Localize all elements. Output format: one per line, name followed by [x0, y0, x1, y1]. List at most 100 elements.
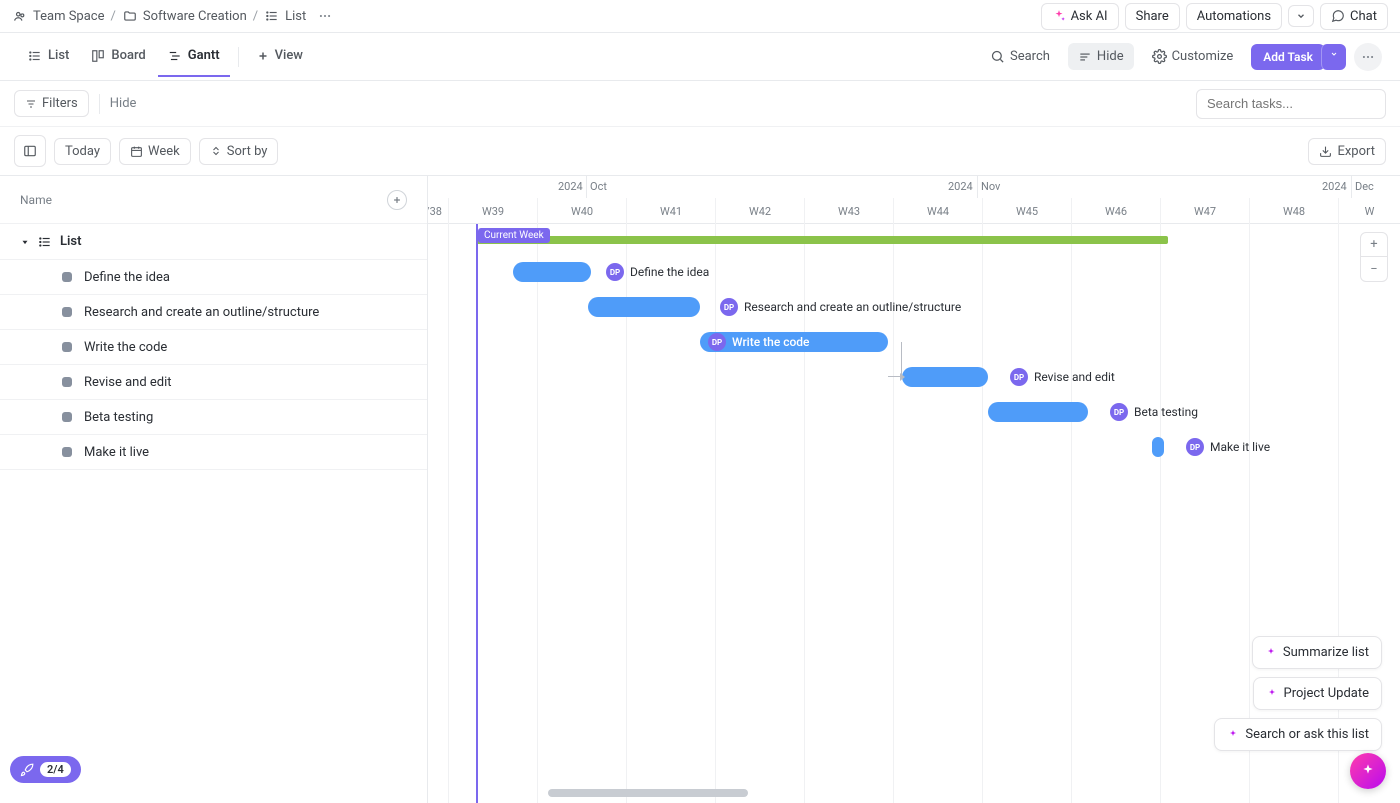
view-tab-list[interactable]: List — [18, 36, 79, 77]
plus-icon — [257, 50, 269, 62]
month-label: Dec — [1355, 180, 1374, 193]
status-dot — [62, 342, 72, 352]
export-button[interactable]: Export — [1308, 138, 1386, 165]
ai-update-button[interactable]: Project Update — [1253, 677, 1382, 710]
search-tasks-box[interactable] — [1196, 89, 1386, 119]
month-divider — [977, 176, 978, 198]
share-button[interactable]: Share — [1125, 3, 1180, 30]
grid-line — [982, 224, 983, 803]
week-header[interactable]: W43 — [804, 198, 893, 224]
assignee-avatar: DP — [708, 333, 726, 351]
sidebar-toggle-button[interactable] — [14, 135, 46, 167]
chat-button[interactable]: Chat — [1320, 3, 1388, 30]
gantt-icon — [168, 49, 182, 63]
week-header[interactable]: W41 — [626, 198, 715, 224]
breadcrumb-folder[interactable]: Software Creation — [122, 8, 247, 24]
view-tab-board[interactable]: Board — [81, 36, 155, 77]
ai-suggestions: Summarize list Project Update Search or … — [1214, 636, 1382, 751]
breadcrumb-sep: / — [111, 9, 116, 24]
year-label: 2024 — [1322, 180, 1347, 193]
bar-label: Research and create an outline/structure — [744, 300, 961, 314]
search-button[interactable]: Search — [980, 43, 1060, 70]
breadcrumb-list[interactable]: List — [264, 8, 306, 24]
gantt-bar[interactable] — [588, 297, 700, 317]
calendar-icon — [130, 145, 143, 158]
assignee-avatar: DP — [1110, 403, 1128, 421]
horizontal-scrollbar[interactable] — [548, 789, 748, 797]
status-dot — [62, 307, 72, 317]
week-header[interactable]: W46 — [1071, 198, 1160, 224]
task-row[interactable]: Revise and edit — [0, 365, 427, 400]
gantt-bar[interactable] — [513, 262, 591, 282]
dots-icon — [318, 9, 332, 23]
week-header[interactable]: W47 — [1160, 198, 1249, 224]
add-column-button[interactable] — [387, 190, 407, 210]
zoom-in-button[interactable]: + — [1361, 233, 1387, 257]
gantt-bar[interactable]: DPWrite the code — [700, 332, 888, 352]
week-header[interactable]: W — [1338, 198, 1400, 224]
hide-filter-button[interactable]: Hide — [110, 96, 137, 111]
customize-label: Customize — [1172, 49, 1234, 64]
sparkle-icon — [1266, 688, 1278, 700]
grid-line — [1160, 224, 1161, 803]
task-row[interactable]: Research and create an outline/structure — [0, 295, 427, 330]
ai-search-button[interactable]: Search or ask this list — [1214, 718, 1382, 751]
task-row[interactable]: Beta testing — [0, 400, 427, 435]
ai-summarize-label: Summarize list — [1283, 645, 1369, 660]
automations-button[interactable]: Automations — [1186, 3, 1282, 30]
week-button[interactable]: Week — [119, 138, 191, 165]
share-label: Share — [1136, 9, 1169, 24]
task-name: Revise and edit — [84, 375, 172, 390]
bar-label: Define the idea — [630, 265, 709, 279]
task-group-header[interactable]: List — [0, 224, 427, 260]
customize-button[interactable]: Customize — [1142, 43, 1244, 70]
task-row[interactable]: Make it live — [0, 435, 427, 470]
separator — [99, 94, 100, 114]
task-row[interactable]: Write the code — [0, 330, 427, 365]
sparkle-icon — [1227, 729, 1239, 741]
bar-label: Beta testing — [1134, 405, 1198, 419]
ask-ai-button[interactable]: Ask AI — [1041, 3, 1119, 30]
ai-summarize-button[interactable]: Summarize list — [1252, 636, 1382, 669]
breadcrumb-space[interactable]: Team Space — [12, 8, 105, 24]
add-task-dropdown[interactable] — [1321, 44, 1346, 70]
gantt-bar[interactable] — [902, 367, 988, 387]
week-header[interactable]: W45 — [982, 198, 1071, 224]
onboarding-button[interactable]: 2/4 — [10, 756, 81, 783]
sidebar-header: Name — [0, 176, 427, 224]
viewbar: List Board Gantt View Search Hide — [0, 33, 1400, 81]
view-tab-gantt[interactable]: Gantt — [158, 36, 230, 77]
task-row[interactable]: Define the idea — [0, 260, 427, 295]
add-view-button[interactable]: View — [247, 36, 313, 77]
search-label: Search — [1010, 49, 1050, 64]
week-header[interactable]: W48 — [1249, 198, 1338, 224]
year-label: 2024 — [948, 180, 973, 193]
hide-button[interactable]: Hide — [1068, 43, 1134, 70]
search-tasks-input[interactable] — [1207, 96, 1375, 111]
assignee-avatar: DP — [606, 263, 624, 281]
breadcrumb-space-label: Team Space — [33, 9, 105, 24]
group-bar[interactable] — [476, 236, 1168, 244]
name-column-header: Name — [20, 193, 52, 207]
group-caret[interactable] — [20, 237, 30, 247]
zoom-out-button[interactable]: − — [1361, 257, 1387, 281]
automations-dropdown[interactable] — [1288, 5, 1314, 27]
gantt-bar[interactable] — [988, 402, 1088, 422]
add-task-button[interactable]: Add Task — [1251, 44, 1325, 70]
week-header[interactable]: W39 — [448, 198, 537, 224]
ai-fab-button[interactable] — [1350, 753, 1386, 789]
week-header[interactable]: /38 — [428, 198, 448, 224]
gantt-bar[interactable] — [1152, 437, 1164, 457]
week-header[interactable]: W40 — [537, 198, 626, 224]
task-name: Write the code — [84, 340, 167, 355]
breadcrumb-more-button[interactable] — [312, 3, 338, 29]
week-header[interactable]: W42 — [715, 198, 804, 224]
filters-button[interactable]: Filters — [14, 90, 89, 117]
week-header[interactable]: W44 — [893, 198, 982, 224]
sort-button[interactable]: Sort by — [199, 138, 279, 165]
today-button[interactable]: Today — [54, 138, 111, 165]
ai-update-label: Project Update — [1284, 686, 1369, 701]
gantt-header: 2024Oct2024Nov2024Dec /38W39W40W41W42W43… — [428, 176, 1400, 224]
chat-label: Chat — [1350, 9, 1377, 24]
more-button[interactable] — [1354, 43, 1382, 71]
